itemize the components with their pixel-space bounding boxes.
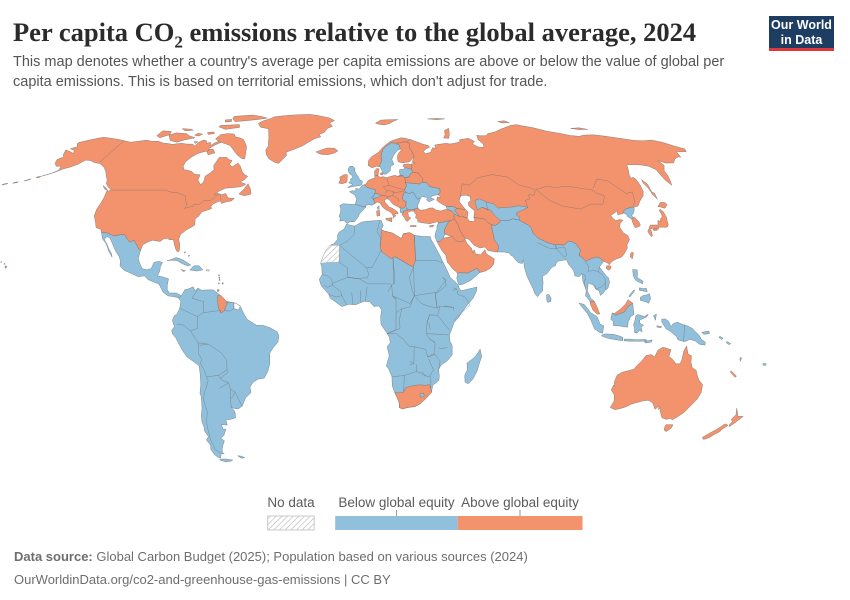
svg-text:Above global equity: Above global equity [461,495,579,510]
svg-text:No data: No data [267,495,315,510]
svg-text:Below global equity: Below global equity [338,495,455,510]
